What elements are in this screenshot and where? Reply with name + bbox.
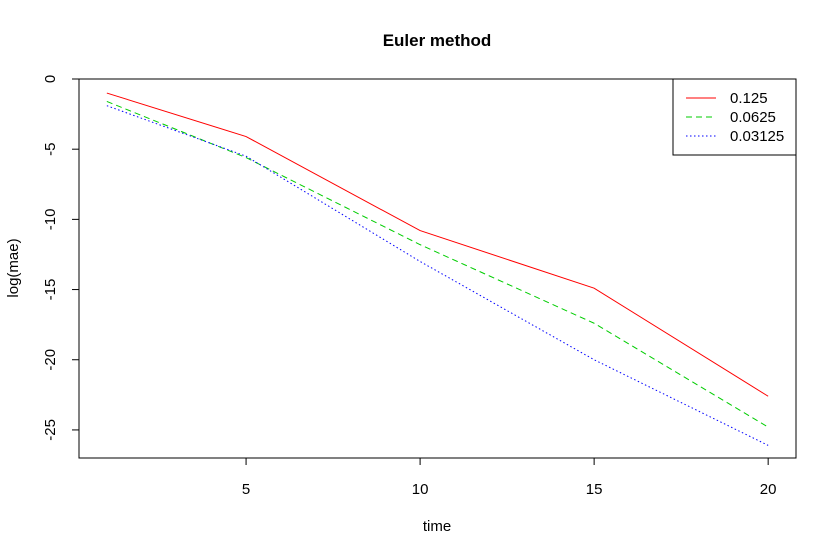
y-tick-label: 0 — [42, 75, 59, 83]
y-tick-label: -5 — [42, 143, 59, 156]
x-axis: 5 10 15 20 — [242, 457, 777, 498]
series-line-0-125 — [106, 92, 769, 397]
legend: 0.125 0.0625 0.03125 — [672, 78, 797, 156]
series-line-0-03125 — [106, 105, 769, 446]
y-axis: 0 -5 -10 -15 -20 -25 — [42, 75, 80, 441]
legend-label: 0.125 — [730, 90, 768, 107]
y-tick-label: -20 — [42, 349, 59, 371]
legend-box — [672, 78, 797, 156]
legend-label: 0.03125 — [730, 128, 784, 145]
series-line-0-0625 — [106, 100, 769, 428]
x-tick-label: 15 — [586, 481, 603, 498]
x-tick-label: 5 — [242, 481, 250, 498]
legend-label: 0.0625 — [730, 109, 776, 126]
x-tick-label: 10 — [412, 481, 429, 498]
x-tick-label: 20 — [760, 481, 777, 498]
series-layer — [106, 92, 769, 446]
y-axis-title: log(mae) — [5, 238, 22, 297]
y-tick-label: -10 — [42, 209, 59, 231]
y-tick-label: -25 — [42, 419, 59, 441]
y-tick-label: -15 — [42, 279, 59, 301]
x-axis-title: time — [423, 518, 451, 535]
chart-title: Euler method — [383, 31, 492, 50]
